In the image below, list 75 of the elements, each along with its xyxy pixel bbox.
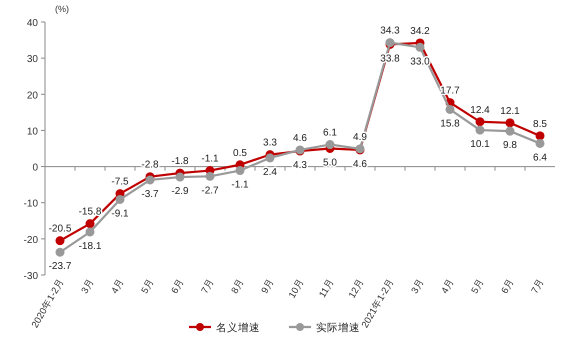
point xyxy=(446,104,454,114)
point xyxy=(56,248,64,257)
point xyxy=(476,117,484,126)
point xyxy=(536,138,544,148)
data-label: -23.7 xyxy=(48,261,72,272)
data-label: 6.4 xyxy=(533,152,548,164)
x-tick-label: 5月 xyxy=(469,277,487,296)
data-label: 34.2 xyxy=(410,26,430,37)
x-tick-label: 12月 xyxy=(346,277,367,300)
x-tick-label: 10月 xyxy=(286,277,307,300)
data-label: 2.4 xyxy=(263,166,278,178)
x-tick-label: 7月 xyxy=(199,277,217,296)
x-tick-label: 7月 xyxy=(529,277,547,296)
data-label: 9.8 xyxy=(503,140,518,152)
y-tick-label: 30 xyxy=(26,54,38,66)
data-label: 6.1 xyxy=(323,128,338,139)
point xyxy=(86,219,94,228)
x-tick-label: 9月 xyxy=(259,277,277,296)
x-tick-label: 3月 xyxy=(79,277,97,296)
data-label: -2.9 xyxy=(171,186,190,198)
x-tick-label: 6月 xyxy=(499,277,517,296)
data-label: 3.3 xyxy=(263,138,278,149)
data-label: 4.6 xyxy=(293,132,308,144)
y-tick-label: 20 xyxy=(26,90,38,102)
point xyxy=(176,172,184,182)
data-label: -1.8 xyxy=(171,156,190,168)
data-label: 4.6 xyxy=(353,158,368,170)
data-label: -2.8 xyxy=(141,160,160,171)
data-label: -9.1 xyxy=(111,208,130,220)
x-tick-label: 4月 xyxy=(109,277,127,296)
data-label: -7.5 xyxy=(111,176,130,188)
point xyxy=(536,131,544,140)
y-tick-label: 10 xyxy=(26,126,38,138)
x-tick-label: 8月 xyxy=(229,277,247,296)
legend-label: 实际增速 xyxy=(316,321,360,334)
data-label: -1.1 xyxy=(201,154,220,165)
data-label: 34.3 xyxy=(380,26,400,37)
y-tick-label: 40 xyxy=(26,18,38,29)
data-label: -18.1 xyxy=(78,240,102,252)
x-tick-label: 6月 xyxy=(169,277,187,296)
data-label: 12.1 xyxy=(500,106,520,117)
point xyxy=(86,227,94,236)
x-tick-label: 11月 xyxy=(317,277,337,300)
y-tick-label: -10 xyxy=(24,198,38,210)
point xyxy=(476,126,484,135)
data-label: -3.7 xyxy=(141,188,160,200)
data-label: 5.0 xyxy=(323,158,338,168)
data-label: 12.4 xyxy=(470,104,490,116)
point xyxy=(146,175,154,184)
y-tick-label: -20 xyxy=(24,234,38,246)
point xyxy=(266,153,274,162)
x-tick-label: 5月 xyxy=(139,277,157,296)
x-tick-label: 4月 xyxy=(439,277,457,296)
data-label: -15.8 xyxy=(78,206,102,218)
y-tick-label: 0 xyxy=(32,162,38,174)
point xyxy=(416,42,424,52)
point xyxy=(236,166,244,176)
data-label: 8.5 xyxy=(533,118,548,130)
point xyxy=(326,140,334,150)
point xyxy=(56,236,64,246)
data-label: 10.1 xyxy=(470,139,490,150)
point xyxy=(116,194,124,204)
y-tick-label: -30 xyxy=(24,271,38,282)
data-label: 15.8 xyxy=(440,118,460,130)
x-tick-label: 3月 xyxy=(409,277,427,296)
data-label: -1.1 xyxy=(231,180,250,191)
y-axis-title: (%) xyxy=(55,4,69,14)
point xyxy=(206,172,214,181)
point xyxy=(506,118,514,128)
data-label: -2.7 xyxy=(201,185,220,196)
legend-label: 名义增速 xyxy=(216,321,260,334)
data-label: -20.5 xyxy=(48,224,72,235)
point xyxy=(506,126,514,136)
data-label: 0.5 xyxy=(233,148,248,159)
data-label: 4.3 xyxy=(293,160,308,172)
